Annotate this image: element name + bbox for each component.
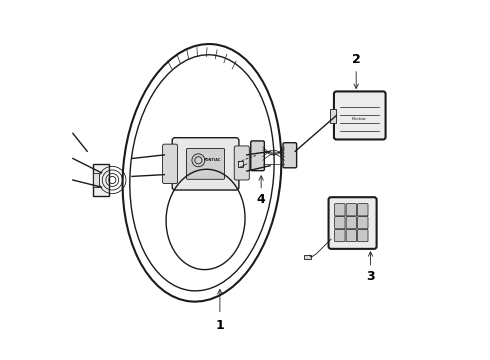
Text: 3: 3 [366,270,375,283]
FancyBboxPatch shape [163,144,177,184]
FancyBboxPatch shape [234,146,249,180]
FancyBboxPatch shape [251,141,265,171]
FancyBboxPatch shape [335,217,345,229]
Text: Pontiac: Pontiac [352,117,368,121]
Bar [238,161,243,167]
Bar [93,173,99,187]
Text: PONTIAC: PONTIAC [204,158,221,162]
Bar [330,109,337,123]
FancyBboxPatch shape [335,229,345,242]
Text: 1: 1 [216,319,224,332]
FancyBboxPatch shape [358,217,368,229]
FancyBboxPatch shape [346,217,357,229]
FancyBboxPatch shape [358,204,368,216]
FancyBboxPatch shape [172,138,239,190]
FancyBboxPatch shape [283,143,296,168]
FancyBboxPatch shape [187,148,224,179]
FancyBboxPatch shape [346,204,357,216]
Text: 2: 2 [352,53,361,66]
FancyBboxPatch shape [346,229,357,242]
Bar [304,255,311,259]
Bar [93,164,109,196]
FancyBboxPatch shape [358,229,368,242]
FancyBboxPatch shape [334,91,386,139]
FancyBboxPatch shape [335,204,345,216]
Text: 4: 4 [257,193,266,206]
FancyBboxPatch shape [329,197,377,249]
